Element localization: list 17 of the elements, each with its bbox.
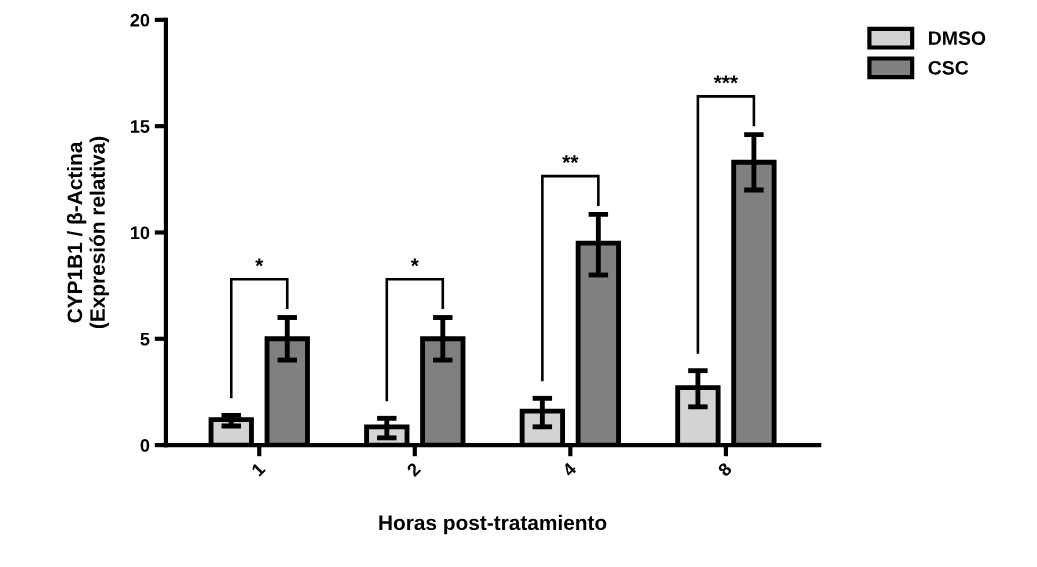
x-tick-label: 4 — [561, 461, 578, 478]
y-axis-title: CYP1B1 / β-Actina (Expresión relativa) — [66, 136, 110, 329]
x-tick-label: 1 — [251, 461, 266, 477]
annotation: * — [410, 258, 419, 267]
annotation: *** — [713, 75, 739, 84]
x-axis-title: Horas post-tratamiento — [379, 514, 607, 535]
legend-label: CSC — [928, 60, 969, 75]
y-tick-label: 15 — [131, 120, 150, 133]
y-tick-label: 0 — [140, 439, 150, 452]
y-tick-label: 10 — [131, 226, 150, 240]
legend-label: DMSO — [929, 31, 986, 45]
annotation: * — [255, 258, 264, 267]
y-tick-label: 5 — [140, 332, 150, 346]
x-tick-label: 8 — [717, 461, 733, 478]
x-tick-label: 2 — [406, 461, 422, 477]
y-tick-label: 20 — [130, 13, 150, 27]
annotation: ** — [562, 155, 579, 164]
